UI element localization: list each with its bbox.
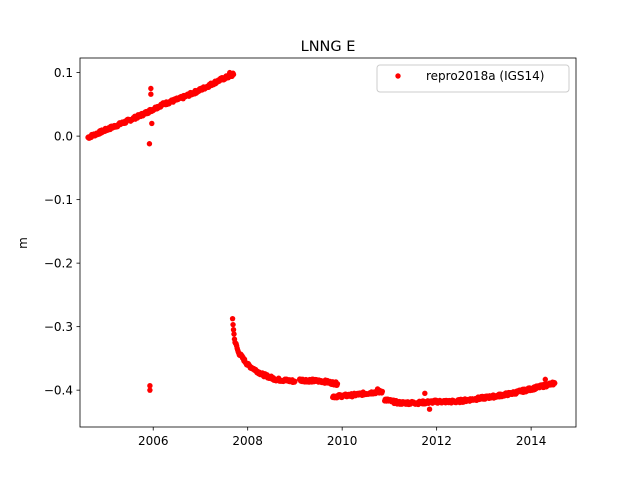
y-tick-label: 0.0 — [54, 129, 73, 143]
data-point — [146, 141, 153, 147]
data-point — [292, 378, 298, 384]
y-tick-label: −0.3 — [44, 320, 73, 334]
data-point — [148, 91, 154, 97]
y-tick-label: 0.1 — [54, 66, 73, 80]
data-point — [230, 327, 237, 333]
x-tick-label: 2008 — [232, 434, 263, 448]
x-axis: 2006 2008 2010 2012 2014 — [138, 427, 546, 448]
data-point — [229, 315, 236, 322]
data-point — [147, 383, 153, 389]
data-point — [149, 120, 155, 127]
data-point — [231, 331, 237, 337]
legend-box — [376, 64, 570, 93]
data-point — [426, 406, 433, 412]
data-point — [542, 376, 548, 383]
y-axis: 0.1 0.0 −0.1 −0.2 −0.3 −0.4 — [44, 66, 80, 397]
x-tick-label: 2014 — [516, 434, 547, 448]
y-tick-label: −0.4 — [44, 383, 73, 397]
y-axis-label: m — [16, 237, 30, 249]
legend-marker — [395, 73, 401, 79]
x-tick-label: 2010 — [327, 434, 358, 448]
data-point — [552, 380, 558, 386]
data-point — [148, 85, 154, 92]
data-points — [85, 69, 558, 412]
x-tick-label: 2012 — [421, 434, 452, 448]
legend-entry-label: repro2018a (IGS14) — [426, 69, 544, 83]
plot-frame — [79, 57, 577, 428]
x-tick-label: 2006 — [138, 434, 169, 448]
data-point — [422, 390, 428, 397]
data-point — [379, 388, 386, 395]
legend: repro2018a (IGS14) — [376, 64, 570, 93]
data-point — [540, 383, 546, 390]
data-point — [374, 386, 381, 392]
y-tick-label: −0.1 — [44, 193, 73, 207]
chart-title: LNNG E — [301, 39, 356, 55]
data-point — [147, 387, 153, 393]
y-tick-label: −0.2 — [44, 256, 73, 270]
data-point — [334, 381, 341, 387]
data-point — [230, 321, 236, 328]
data-point — [227, 69, 233, 76]
